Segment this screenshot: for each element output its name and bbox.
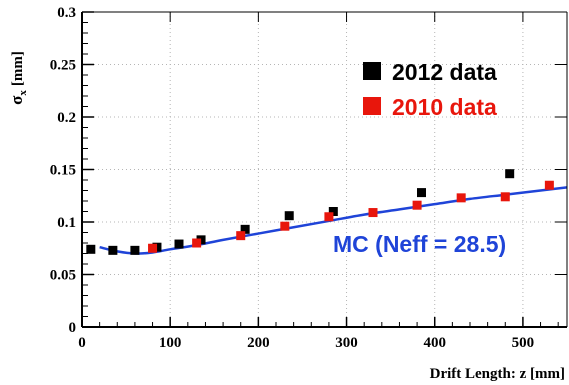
point-2010-7 xyxy=(456,193,466,203)
legend-marker-2010 xyxy=(363,97,381,115)
point-2010-2 xyxy=(236,231,246,241)
mc-annotation: MC (Neff = 28.5) xyxy=(333,231,506,257)
point-2010-3 xyxy=(280,221,290,231)
point-2010-5 xyxy=(368,208,378,218)
point-2012-10 xyxy=(505,169,515,179)
y-axis-title-subscript: x xyxy=(17,90,29,96)
point-2010-4 xyxy=(324,212,334,222)
mc-curve xyxy=(99,186,568,255)
ticks: 0 100 200 300 400 500 0 0.05 0.1 0.15 0.2 0.25 0.3 xyxy=(50,5,567,351)
x-axis-title: Drift Length: z [mm] xyxy=(430,366,565,382)
y-tick-label-2: 0.1 xyxy=(57,215,76,231)
grid xyxy=(82,12,567,327)
mc-curve-group xyxy=(99,186,568,255)
point-2012-1 xyxy=(108,245,118,255)
point-2012-9 xyxy=(417,188,426,198)
x-tick-label-5: 500 xyxy=(512,335,535,351)
point-2010-0 xyxy=(148,243,158,253)
point-2012-7 xyxy=(284,211,294,221)
legend: 2012 data 2010 data xyxy=(363,59,497,120)
data-markers xyxy=(86,169,554,255)
x-tick-label-1: 100 xyxy=(159,335,182,351)
y-axis-title: σx [mm] xyxy=(7,51,29,105)
y-tick-label-3: 0.15 xyxy=(50,163,76,179)
point-2012-8 xyxy=(328,207,338,216)
legend-label-2012: 2012 data xyxy=(392,59,497,85)
point-2010-8 xyxy=(500,192,510,202)
x-tick-label-2: 200 xyxy=(247,335,270,351)
y-tick-label-6: 0.3 xyxy=(57,5,76,21)
y-axis-title-symbol: σ xyxy=(7,95,26,105)
point-2010-6 xyxy=(412,200,422,210)
x-tick-label-0: 0 xyxy=(78,335,86,351)
y-tick-label-5: 0.25 xyxy=(50,58,76,74)
point-2010-1 xyxy=(192,238,202,248)
y-tick-label-0: 0 xyxy=(69,320,77,336)
y-axis-title-unit: [mm] xyxy=(10,51,26,86)
legend-label-2010: 2010 data xyxy=(392,94,497,120)
point-2012-4 xyxy=(174,239,184,249)
point-2012-2 xyxy=(130,245,140,255)
point-2010-9 xyxy=(544,180,554,190)
x-tick-label-4: 400 xyxy=(423,335,446,351)
point-2012-0 xyxy=(86,244,96,254)
legend-marker-2012 xyxy=(363,62,381,80)
x-tick-label-3: 300 xyxy=(335,335,358,351)
y-tick-label-1: 0.05 xyxy=(50,268,76,284)
y-tick-label-4: 0.2 xyxy=(57,110,76,126)
point-2012-6 xyxy=(240,224,250,234)
